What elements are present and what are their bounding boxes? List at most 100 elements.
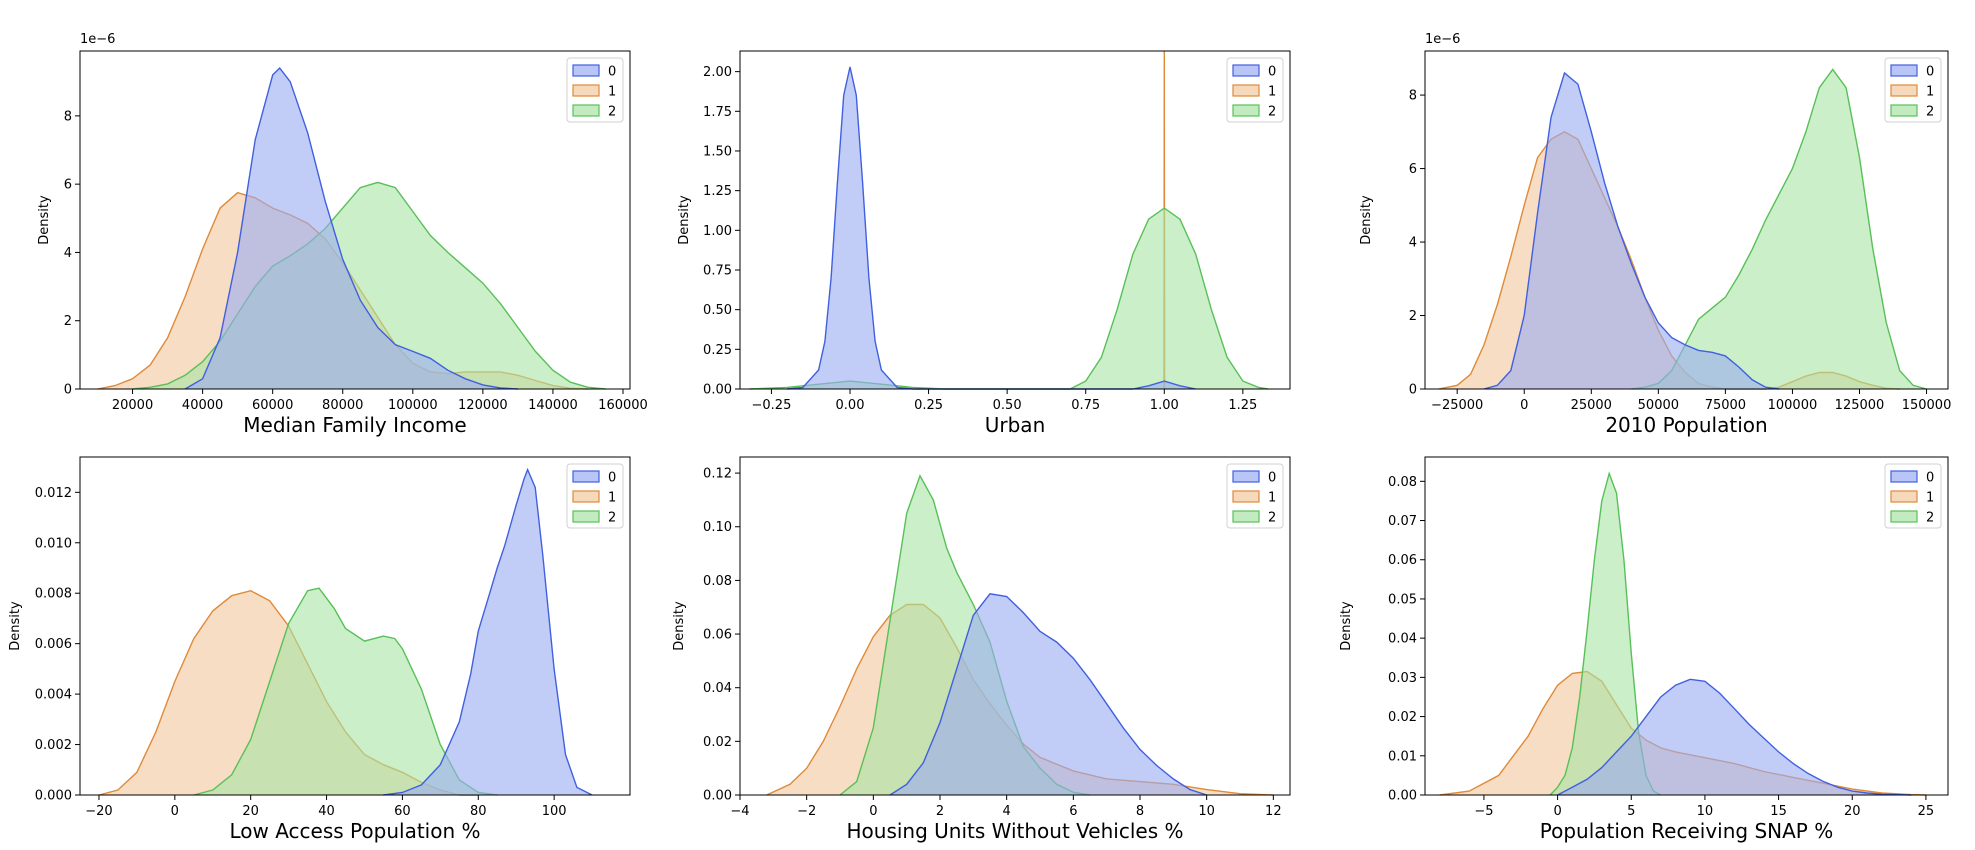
y-axis-label: Density — [672, 601, 687, 651]
axes-frame — [739, 456, 1291, 796]
y-tick-label: 4 — [1409, 236, 1417, 251]
x-tick-label: 12 — [1265, 804, 1282, 819]
x-axis-label: Low Access Population % — [229, 819, 480, 843]
y-offset-text: 1e−6 — [1425, 32, 1460, 47]
legend-swatch-2 — [572, 510, 600, 523]
series-2-line — [132, 181, 606, 390]
x-tick-label: 60 — [394, 804, 411, 819]
x-tick-label: 0 — [1553, 804, 1561, 819]
legend-label-2: 2 — [1268, 105, 1276, 120]
x-tick-label: 75000 — [1705, 398, 1746, 413]
x-tick-label: 4 — [1003, 804, 1011, 819]
x-tick-label: −25000 — [1431, 398, 1483, 413]
series-0-area — [787, 66, 1196, 390]
legend-label-1: 1 — [1268, 85, 1276, 100]
x-tick-label: 80000 — [322, 398, 363, 413]
chart-panel-2: −0.25 0.00 0.25 0.50 0.75 1.00 1.25 0.00 0.25 0.5… — [677, 50, 1291, 437]
y-tick-label: 0.12 — [703, 467, 732, 482]
legend-label-1: 1 — [608, 85, 616, 100]
x-tick-label: 10 — [1697, 804, 1714, 819]
x-axis-label: Housing Units Without Vehicles % — [847, 819, 1184, 843]
x-tick-label: −20 — [85, 804, 112, 819]
y-tick-label: 0.02 — [1388, 710, 1417, 725]
y-tick-label: 6 — [1409, 162, 1417, 177]
x-tick-label: 100000 — [388, 398, 438, 413]
x-tick-label: 0.00 — [836, 398, 865, 413]
legend-swatch-0 — [1232, 64, 1260, 77]
x-tick-label: 25 — [1918, 804, 1935, 819]
y-tick-label: 0 — [64, 383, 72, 398]
chart-panel-3: −25000 0 25000 50000 75000 100000 125000 150000… — [1359, 32, 1951, 437]
legend: 0 1 2 — [1884, 57, 1942, 123]
legend-swatch-0 — [1890, 64, 1918, 77]
x-tick-label: 20 — [242, 804, 259, 819]
legend-swatch-0 — [572, 64, 600, 77]
series-0-line — [1557, 678, 1912, 796]
chart-panel-5: −4 −2 0 2 4 6 8 10 120.000.020.040.060.080.100.1… — [672, 456, 1291, 843]
y-tick-label: 2 — [1409, 309, 1417, 324]
y-tick-label: 0.01 — [1388, 749, 1417, 764]
x-tick-label: 0.25 — [914, 398, 943, 413]
y-tick-label: 0.07 — [1388, 514, 1417, 529]
legend-swatch-2 — [1890, 510, 1918, 523]
y-tick-label: 8 — [1409, 89, 1417, 104]
series-0-area — [185, 68, 518, 389]
y-tick-label: 2.00 — [703, 65, 732, 80]
y-tick-label: 0.00 — [703, 789, 732, 804]
x-axis-label: Population Receiving SNAP % — [1540, 819, 1833, 843]
x-tick-label: −4 — [730, 804, 749, 819]
y-tick-label: 0.00 — [703, 383, 732, 398]
y-tick-label: 6 — [64, 178, 72, 193]
legend: 0 1 2 — [1884, 463, 1942, 529]
series-0-area — [890, 593, 1207, 795]
legend-label-2: 2 — [608, 105, 616, 120]
x-tick-label: 10 — [1198, 804, 1215, 819]
x-tick-label: 0 — [1520, 398, 1528, 413]
series-2-area — [749, 208, 1268, 389]
legend: 0 1 2 — [566, 57, 624, 123]
y-tick-label: 0.04 — [703, 681, 732, 696]
legend-swatch-2 — [572, 104, 600, 117]
legend-label-1: 1 — [1268, 491, 1276, 506]
series-0-area — [1484, 73, 1779, 389]
x-tick-label: 1.00 — [1150, 398, 1179, 413]
axes-frame — [79, 456, 631, 796]
x-tick-label: 40000 — [182, 398, 223, 413]
legend-swatch-2 — [1890, 104, 1918, 117]
x-tick-label: 125000 — [1835, 398, 1885, 413]
y-tick-label: 0.06 — [703, 628, 732, 643]
legend-label-0: 0 — [1268, 65, 1276, 80]
y-tick-label: 0.03 — [1388, 671, 1417, 686]
series-1-area — [1439, 671, 1926, 795]
y-axis-label: Density — [8, 601, 23, 651]
legend-label-1: 1 — [1926, 85, 1934, 100]
y-tick-label: 8 — [64, 109, 72, 124]
x-tick-label: 80 — [470, 804, 487, 819]
x-tick-label: 50000 — [1638, 398, 1679, 413]
legend-label-1: 1 — [1926, 491, 1934, 506]
legend-swatch-0 — [1232, 470, 1260, 483]
series-2-area — [1631, 69, 1927, 390]
legend-label-2: 2 — [608, 511, 616, 526]
legend-swatch-1 — [1890, 490, 1918, 503]
series-2-area — [193, 588, 498, 795]
x-tick-label: −0.25 — [752, 398, 792, 413]
x-tick-label: 120000 — [458, 398, 508, 413]
y-tick-label: 2 — [64, 314, 72, 329]
axes-frame — [739, 50, 1291, 390]
legend-swatch-1 — [572, 84, 600, 97]
y-tick-label: 0.04 — [1388, 632, 1417, 647]
legend: 0 1 2 — [1226, 57, 1284, 123]
legend-label-0: 0 — [608, 65, 616, 80]
y-tick-label: 0.008 — [35, 587, 72, 602]
y-tick-label: 1.25 — [703, 184, 732, 199]
legend: 0 1 2 — [566, 463, 624, 529]
y-tick-label: 0.012 — [35, 486, 72, 501]
series-0-line — [889, 593, 1207, 796]
x-tick-label: 0 — [171, 804, 179, 819]
x-axis-label: 2010 Population — [1605, 413, 1767, 437]
legend-swatch-2 — [1232, 510, 1260, 523]
series-0-line — [184, 67, 518, 390]
x-tick-label: 140000 — [528, 398, 578, 413]
